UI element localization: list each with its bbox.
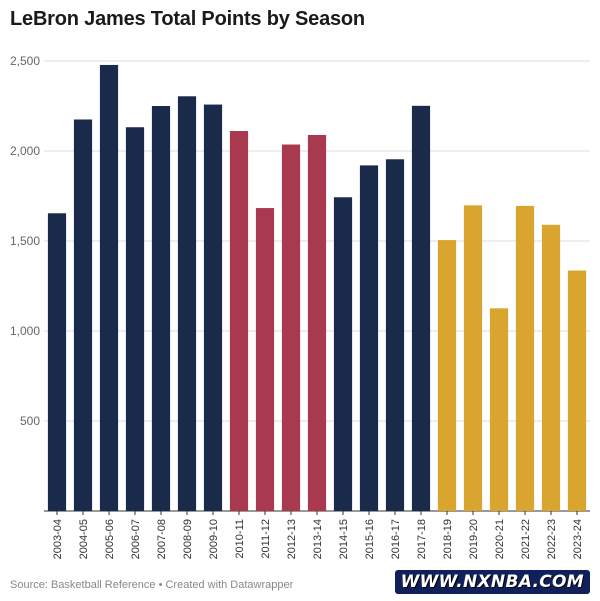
bar bbox=[541, 224, 561, 512]
x-tick-label: 2017-18 bbox=[416, 519, 428, 559]
x-tick-label: 2006-07 bbox=[130, 519, 142, 559]
bar bbox=[411, 105, 431, 511]
y-tick-label: 2,000 bbox=[10, 144, 40, 158]
bar bbox=[333, 197, 353, 511]
bar bbox=[203, 104, 223, 511]
x-tick-label: 2022-23 bbox=[546, 519, 558, 559]
y-tick-label: 1,000 bbox=[10, 324, 40, 338]
bar bbox=[47, 213, 67, 511]
bar bbox=[281, 144, 301, 511]
x-tick-label: 2013-14 bbox=[312, 519, 324, 559]
bar bbox=[567, 270, 587, 511]
source-note: Source: Basketball Reference • Created w… bbox=[10, 579, 294, 591]
bar bbox=[307, 134, 327, 512]
x-tick-label: 2004-05 bbox=[78, 519, 90, 559]
bar bbox=[437, 240, 457, 511]
y-tick-label: 2,500 bbox=[10, 54, 40, 68]
x-tick-label: 2011-12 bbox=[260, 519, 272, 559]
x-tick-label: 2016-17 bbox=[390, 519, 402, 559]
bar bbox=[99, 64, 119, 512]
x-tick-label: 2012-13 bbox=[286, 519, 298, 559]
x-tick-label: 2018-19 bbox=[442, 519, 454, 559]
chart-title: LeBron James Total Points by Season bbox=[10, 8, 365, 30]
bar bbox=[151, 106, 171, 511]
bar bbox=[489, 308, 509, 511]
bar bbox=[73, 119, 93, 511]
y-tick-label: 1,500 bbox=[10, 234, 40, 248]
x-tick-label: 2007-08 bbox=[156, 519, 168, 559]
x-tick-label: 2020-21 bbox=[494, 519, 506, 559]
y-axis-ticks: 500 1,000 1,500 2,000 2,500 bbox=[10, 54, 40, 428]
bar bbox=[515, 205, 535, 511]
x-tick-label: 2010-11 bbox=[234, 519, 246, 559]
bar bbox=[255, 208, 275, 511]
bar bbox=[385, 159, 405, 511]
x-tick-label: 2003-04 bbox=[52, 519, 64, 559]
x-tick-label: 2005-06 bbox=[104, 519, 116, 559]
x-tick-label: 2008-09 bbox=[182, 519, 194, 559]
x-tick-label: 2019-20 bbox=[468, 519, 480, 559]
bars bbox=[47, 64, 587, 512]
x-tick-label: 2009-10 bbox=[208, 519, 220, 559]
bar bbox=[125, 127, 145, 512]
bar bbox=[359, 165, 379, 511]
bar bbox=[463, 205, 483, 512]
x-tick-label: 2023-24 bbox=[572, 519, 584, 559]
watermark-logo: WWW.NXNBA.COM bbox=[394, 570, 590, 594]
x-axis-ticks: 2003-04 2004-05 2005-06 2006-07 2007-08 2008-… bbox=[52, 511, 584, 559]
bar bbox=[177, 96, 197, 511]
bar bbox=[229, 131, 249, 511]
x-tick-label: 2015-16 bbox=[364, 519, 376, 559]
x-tick-label: 2014-15 bbox=[338, 519, 350, 559]
y-tick-label: 500 bbox=[20, 414, 40, 428]
x-tick-label: 2021-22 bbox=[520, 519, 532, 559]
